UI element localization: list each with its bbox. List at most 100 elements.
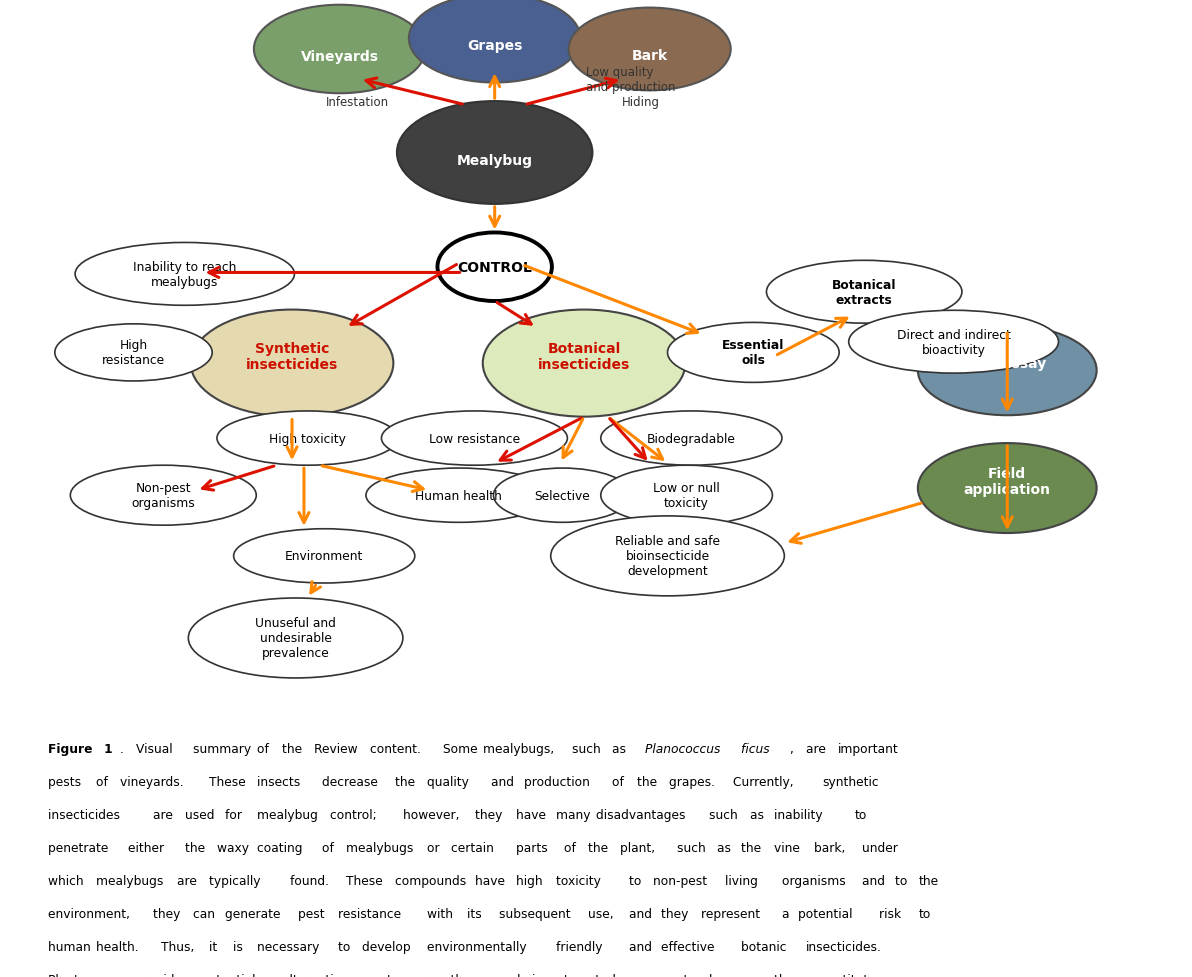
Text: to: to [895,874,911,887]
Text: they: they [153,908,184,920]
Text: Review: Review [313,743,361,755]
Text: Selective: Selective [535,489,590,502]
Text: bark,: bark, [814,841,850,855]
Text: and: and [491,776,519,788]
Text: parts: parts [516,841,551,855]
Text: organisms: organisms [782,874,850,887]
Text: such: such [709,809,741,822]
Text: Thus,: Thus, [161,940,198,954]
Text: insecticides.: insecticides. [806,940,882,954]
Ellipse shape [254,6,426,94]
Circle shape [437,234,552,302]
Text: currently: currently [411,973,470,977]
Text: provide: provide [136,973,186,977]
Text: environment,: environment, [48,908,134,920]
Text: however,: however, [403,809,462,822]
Text: Biodegradable: Biodegradable [647,432,735,446]
Ellipse shape [569,9,731,91]
Text: under: under [863,841,899,855]
Ellipse shape [55,324,212,382]
Text: Inability to reach
mealybugs: Inability to reach mealybugs [134,261,236,288]
Text: to: to [628,874,645,887]
Ellipse shape [483,311,685,417]
Text: vineyards.: vineyards. [120,776,188,788]
Text: plant,: plant, [621,841,659,855]
Text: to: to [386,973,403,977]
Text: insect-control: insect-control [532,973,620,977]
Text: used: used [185,809,218,822]
Ellipse shape [601,411,782,466]
Text: compounds: compounds [395,874,470,887]
Ellipse shape [668,323,839,383]
Text: a: a [902,973,911,977]
Text: is: is [234,940,247,954]
Text: and: and [628,908,656,920]
Ellipse shape [75,243,294,306]
Text: production: production [523,776,594,788]
Ellipse shape [366,469,552,523]
Text: Lab assay: Lab assay [969,357,1045,370]
Text: pest: pest [298,908,328,920]
Text: insects: insects [257,776,305,788]
Text: many: many [555,809,595,822]
Text: to: to [855,809,867,822]
Text: or: or [427,841,443,855]
Text: Low resistance: Low resistance [429,432,520,446]
Text: which: which [48,874,87,887]
Text: they: they [660,908,693,920]
Text: Human health: Human health [416,489,502,502]
Text: certain: certain [451,841,498,855]
Text: Botanical
extracts: Botanical extracts [832,278,896,307]
Text: Plants: Plants [48,973,89,977]
Text: These: These [346,874,386,887]
Ellipse shape [70,466,256,526]
Ellipse shape [234,530,415,583]
Ellipse shape [493,469,632,523]
Text: necessary: necessary [257,940,324,954]
Text: 1: 1 [104,743,117,755]
Text: waxy: waxy [217,841,253,855]
Text: to: to [339,940,354,954]
Text: as: as [613,743,631,755]
Text: Figure: Figure [48,743,97,755]
Text: develop: develop [362,940,415,954]
Text: have: have [476,874,509,887]
Text: of: of [322,841,337,855]
Text: either: either [129,841,168,855]
Text: Some: Some [443,743,482,755]
Ellipse shape [551,517,784,596]
Text: may: may [104,973,135,977]
Ellipse shape [766,261,962,323]
Text: mealybugs,: mealybugs, [483,743,558,755]
Text: Bark: Bark [632,49,668,64]
Text: botanic: botanic [741,940,790,954]
Text: Planococcus: Planococcus [645,743,724,755]
Ellipse shape [188,598,403,678]
Text: can: can [193,908,219,920]
Text: as: as [718,841,735,855]
Text: toxicity: toxicity [555,874,604,887]
Text: subsequent: subsequent [499,908,575,920]
Text: represent: represent [701,908,764,920]
Text: the: the [637,776,660,788]
Text: ,: , [790,743,797,755]
Text: .: . [120,743,128,755]
Text: These: These [209,776,249,788]
Text: alternatives: alternatives [281,973,359,977]
Text: typically: typically [209,874,265,887]
Text: and: and [863,874,889,887]
Text: ficus: ficus [741,743,774,755]
Text: generate: generate [225,908,285,920]
Text: of: of [564,841,579,855]
Text: risk: risk [879,908,905,920]
Text: health.: health. [97,940,143,954]
Text: synthetic: synthetic [822,776,879,788]
Text: potential: potential [797,908,856,920]
Text: CONTROL: CONTROL [458,261,532,275]
Ellipse shape [918,444,1097,533]
Text: are: are [806,743,830,755]
Text: Low or null
toxicity: Low or null toxicity [653,482,720,510]
Text: agents: agents [653,973,699,977]
Text: mealybugs: mealybugs [346,841,417,855]
Text: coating: coating [257,841,306,855]
